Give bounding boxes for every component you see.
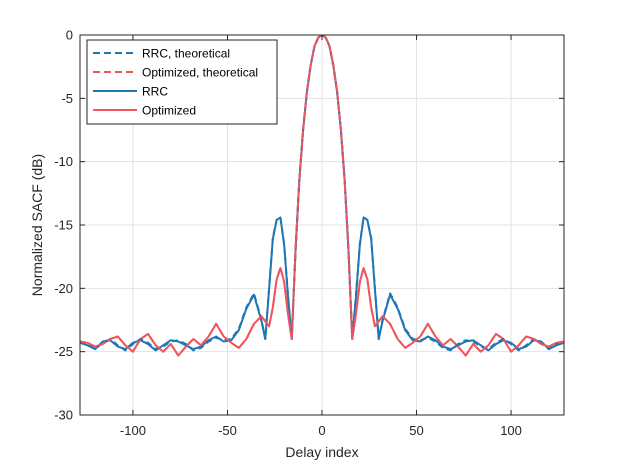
- x-tick-label: 100: [500, 423, 522, 438]
- x-tick-label: 0: [318, 423, 325, 438]
- y-tick-label: -25: [54, 344, 73, 359]
- x-tick-label: -50: [218, 423, 237, 438]
- axis-ticks: -100 -50 0 50 100-30-25-20-15-10-50: [54, 28, 564, 438]
- y-tick-label: 0: [66, 28, 73, 43]
- series-line-optimized-theoretical: [80, 35, 564, 357]
- y-tick-label: -5: [61, 91, 73, 106]
- series-line-rrc: [80, 35, 564, 352]
- series-group: [80, 35, 564, 357]
- y-axis-label: Normalized SACF (dB): [29, 154, 45, 296]
- legend-label: RRC: [142, 85, 168, 99]
- legend-label: Optimized, theoretical: [142, 66, 258, 80]
- legend: RRC, theoretical Optimized, theoretical RR…: [86, 39, 278, 125]
- y-tick-label: -10: [54, 154, 73, 169]
- legend-label: Optimized: [142, 104, 196, 118]
- y-tick-label: -15: [54, 218, 73, 233]
- x-axis-label: Delay index: [285, 444, 358, 460]
- legend-label: RRC, theoretical: [142, 47, 230, 61]
- x-tick-label: -100: [120, 423, 146, 438]
- y-tick-label: -30: [54, 408, 73, 423]
- x-tick-label: 50: [409, 423, 423, 438]
- y-tick-label: -20: [54, 281, 73, 296]
